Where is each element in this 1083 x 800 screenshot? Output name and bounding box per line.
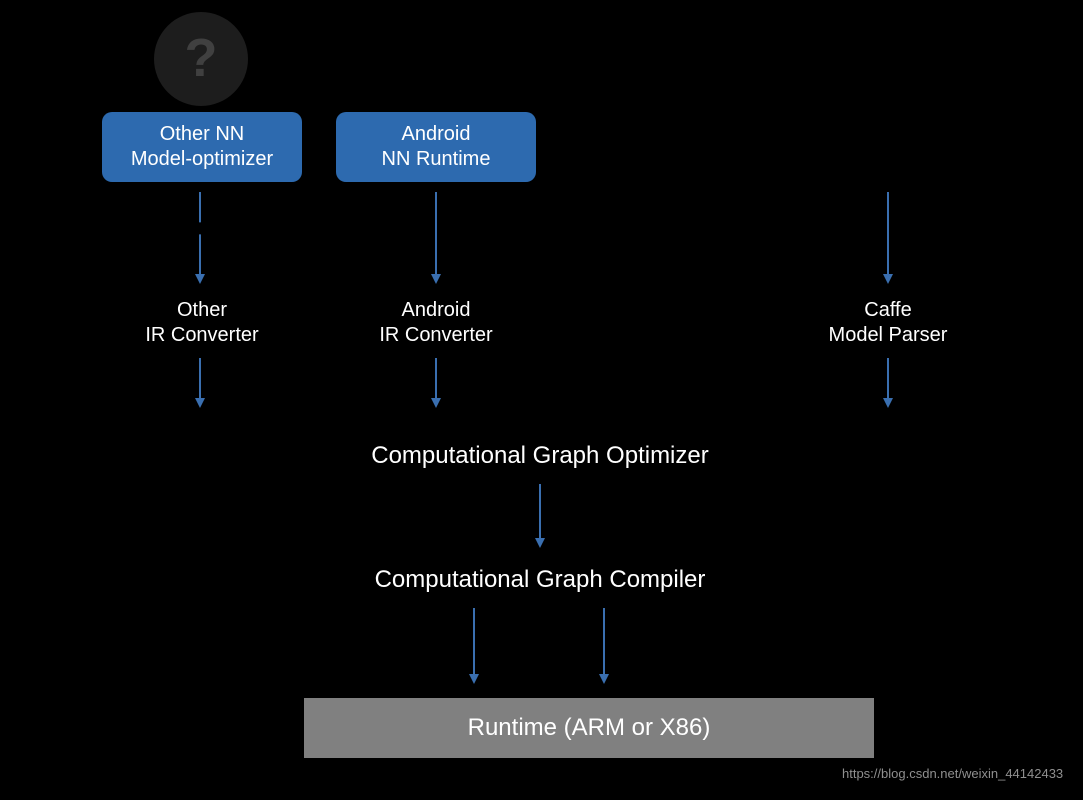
flow-node-runtime: Runtime (ARM or X86) [304, 698, 874, 758]
flow-label-cg-comp: Computational Graph Compiler [300, 564, 780, 596]
question-mark-icon: ? [154, 12, 248, 106]
flow-label-cg-opt: Computational Graph Optimizer [300, 440, 780, 472]
flow-label-caffe: Caffe Model Parser [788, 298, 988, 348]
diagram-canvas: ?Other NN Model-optimizer Android NN Runt… [0, 0, 1083, 800]
flow-node-android-nn: Android NN Runtime [336, 112, 536, 182]
flow-label-android-ir: Android IR Converter [336, 298, 536, 348]
flow-node-other-nn: Other NN Model-optimizer [102, 112, 302, 182]
flow-label-other-ir: Other IR Converter [102, 298, 302, 348]
watermark-text: https://blog.csdn.net/weixin_44142433 [842, 766, 1063, 781]
